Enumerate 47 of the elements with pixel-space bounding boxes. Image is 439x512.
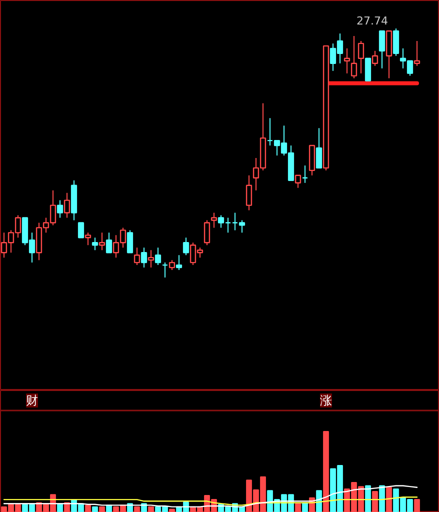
bar xyxy=(99,506,105,512)
candlestick xyxy=(246,174,252,211)
candlestick xyxy=(344,48,350,74)
candlestick xyxy=(148,250,154,268)
candlestick xyxy=(302,164,308,184)
candlestick xyxy=(182,237,190,256)
candlestick xyxy=(78,222,84,238)
candlestick xyxy=(126,230,134,254)
candlestick xyxy=(162,262,168,278)
candlestick xyxy=(372,50,378,66)
candlestick xyxy=(92,237,98,251)
candlestick xyxy=(414,40,420,66)
bar xyxy=(169,508,175,512)
bar xyxy=(295,503,301,512)
candlestick xyxy=(64,192,70,218)
candlestick xyxy=(98,232,106,251)
text: 27.74 xyxy=(356,14,388,28)
candlestick xyxy=(316,128,322,169)
candlestick xyxy=(56,200,64,218)
bar xyxy=(302,502,308,512)
bar xyxy=(414,499,420,512)
bar xyxy=(85,504,91,512)
bar xyxy=(379,485,385,512)
candlestick xyxy=(210,212,218,228)
candlestick xyxy=(392,28,400,56)
candlestick xyxy=(106,232,112,254)
bar xyxy=(148,506,154,512)
candlestick xyxy=(84,232,92,246)
candlestick xyxy=(294,174,302,188)
text: 财 xyxy=(26,394,38,408)
candlestick xyxy=(378,30,386,69)
candlestick xyxy=(204,220,210,246)
candlestick xyxy=(140,247,148,268)
candlestick xyxy=(154,247,162,266)
candlestick xyxy=(134,247,140,266)
bar xyxy=(372,490,378,512)
candlestick xyxy=(358,40,364,74)
bar xyxy=(92,506,98,512)
candlestick xyxy=(176,254,182,271)
candlestick xyxy=(168,260,176,271)
bar xyxy=(134,506,140,512)
bar xyxy=(57,503,63,512)
bar xyxy=(386,486,392,512)
candlestick xyxy=(350,35,358,79)
candlestick xyxy=(364,58,372,82)
text: 涨 xyxy=(320,394,332,408)
bar xyxy=(323,431,329,512)
